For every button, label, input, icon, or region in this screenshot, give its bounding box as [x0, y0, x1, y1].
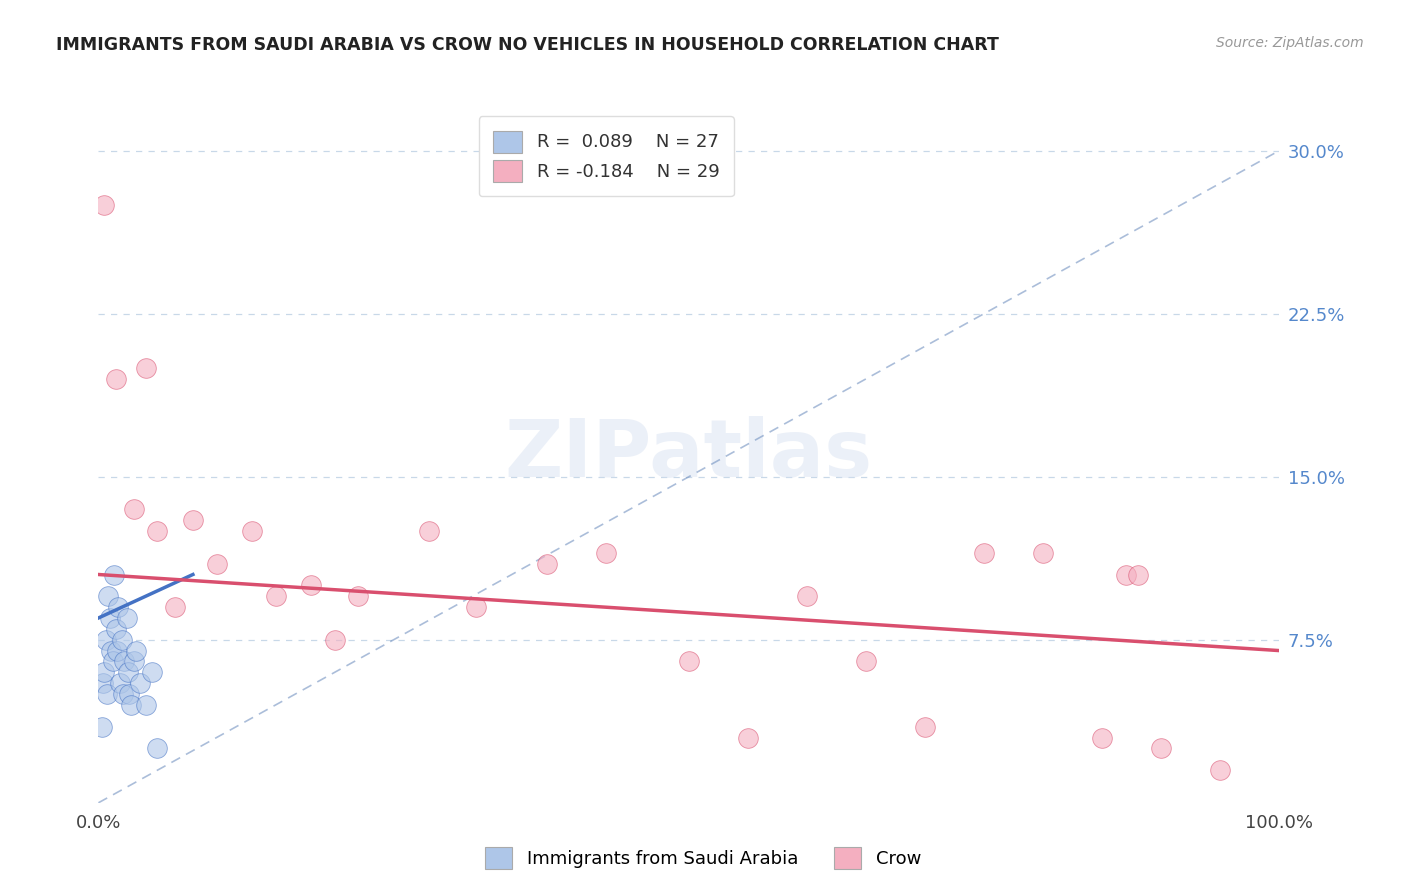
- Point: [135, 698, 157, 712]
- Point: [1209, 763, 1232, 777]
- Point: [115, 611, 138, 625]
- Point: [105, 372, 128, 386]
- Point: [264, 589, 287, 603]
- Point: [105, 643, 128, 657]
- Point: [299, 578, 322, 592]
- Point: [914, 720, 936, 734]
- Point: [796, 589, 818, 603]
- Point: [1032, 546, 1054, 560]
- Point: [122, 502, 145, 516]
- Point: [1091, 731, 1114, 745]
- Text: IMMIGRANTS FROM SAUDI ARABIA VS CROW NO VEHICLES IN HOUSEHOLD CORRELATION CHART: IMMIGRANTS FROM SAUDI ARABIA VS CROW NO …: [56, 36, 1000, 54]
- Point: [737, 731, 759, 745]
- Point: [125, 643, 148, 657]
- Point: [135, 360, 157, 375]
- Point: [117, 665, 139, 680]
- Point: [108, 676, 131, 690]
- Text: Source: ZipAtlas.com: Source: ZipAtlas.com: [1216, 36, 1364, 50]
- Point: [146, 524, 169, 538]
- Point: [100, 643, 122, 657]
- Point: [94, 632, 117, 647]
- Point: [595, 546, 617, 560]
- Point: [122, 655, 145, 669]
- Point: [112, 687, 135, 701]
- Point: [105, 622, 128, 636]
- Point: [128, 676, 150, 690]
- Point: [98, 611, 121, 625]
- Legend: Immigrants from Saudi Arabia, Crow: Immigrants from Saudi Arabia, Crow: [477, 838, 929, 879]
- Point: [121, 698, 143, 712]
- Point: [141, 665, 163, 680]
- Point: [205, 557, 228, 571]
- Point: [96, 687, 118, 701]
- Point: [93, 198, 115, 212]
- Point: [973, 546, 995, 560]
- Point: [146, 741, 169, 756]
- Point: [240, 524, 263, 538]
- Point: [418, 524, 440, 538]
- Point: [1115, 567, 1137, 582]
- Point: [103, 567, 125, 582]
- Point: [1150, 741, 1173, 756]
- Point: [111, 632, 134, 647]
- Point: [1126, 567, 1149, 582]
- Point: [323, 632, 346, 647]
- Point: [855, 655, 877, 669]
- Point: [465, 600, 488, 615]
- Point: [536, 557, 558, 571]
- Point: [91, 676, 114, 690]
- Point: [91, 720, 114, 734]
- Point: [107, 600, 129, 615]
- Point: [112, 655, 135, 669]
- Legend: R =  0.089    N = 27, R = -0.184    N = 29: R = 0.089 N = 27, R = -0.184 N = 29: [479, 116, 734, 196]
- Point: [97, 589, 120, 603]
- Point: [165, 600, 187, 615]
- Point: [678, 655, 700, 669]
- Text: ZIPatlas: ZIPatlas: [505, 416, 873, 494]
- Point: [118, 687, 141, 701]
- Point: [93, 665, 115, 680]
- Point: [101, 655, 124, 669]
- Point: [181, 513, 204, 527]
- Point: [347, 589, 370, 603]
